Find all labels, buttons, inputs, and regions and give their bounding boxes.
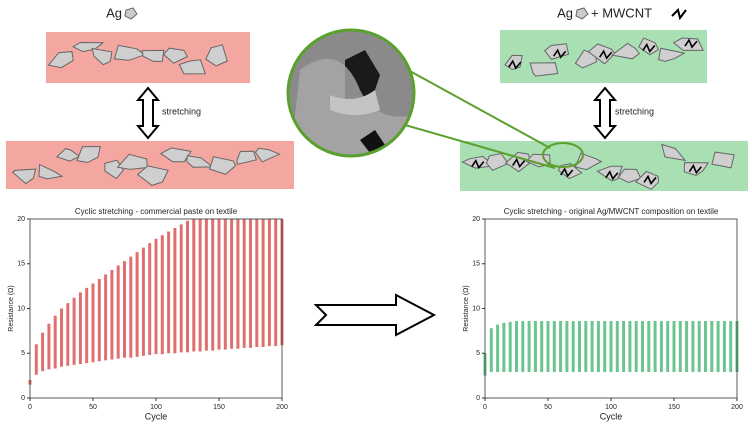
flake (91, 47, 113, 66)
y-tick-label: 10 (472, 305, 480, 312)
x-tick-label: 50 (89, 404, 97, 411)
icon (575, 7, 589, 20)
flake (38, 163, 64, 180)
nanotube (512, 157, 526, 169)
flake (683, 162, 710, 177)
flake (116, 153, 148, 170)
flake (672, 37, 704, 51)
nanotube (643, 174, 657, 185)
x-tick-label: 50 (544, 404, 552, 411)
nanotube (598, 49, 613, 60)
y-tick-label: 5 (476, 350, 480, 357)
flake (47, 51, 74, 69)
label: stretching (162, 106, 201, 116)
flake (208, 156, 237, 175)
x-axis-label: Cycle (145, 411, 168, 421)
flake (485, 152, 509, 171)
y-tick-label: 20 (17, 216, 25, 223)
flake (658, 47, 686, 62)
x-axis-label: Cycle (600, 411, 623, 421)
icon (671, 8, 687, 21)
arrows (135, 86, 618, 337)
x-tick-label: 200 (276, 404, 288, 411)
flake (55, 148, 81, 162)
flake (617, 168, 642, 184)
y-tick-label: 15 (17, 261, 25, 268)
flake (104, 159, 125, 180)
flake (661, 143, 687, 162)
chart-title: Cyclic stretching - original Ag/MWCNT co… (504, 207, 719, 216)
nanotube (605, 170, 619, 181)
label: stretching (615, 106, 654, 116)
nanotube (684, 38, 698, 49)
inset-border (286, 28, 416, 158)
x-tick-label: 150 (213, 404, 225, 411)
flake (236, 150, 258, 165)
flake (136, 165, 169, 186)
label: Ag (106, 5, 122, 20)
flake (186, 155, 214, 168)
flake (178, 59, 206, 75)
zoom-lines (404, 69, 584, 169)
flake (72, 41, 105, 53)
nanotube (642, 42, 656, 54)
y-tick-label: 20 (472, 216, 480, 223)
y-tick-label: 5 (21, 350, 25, 357)
x-tick-label: 100 (150, 404, 162, 411)
nanotube (552, 48, 567, 59)
chart-title: Cyclic stretching - commercial paste on … (75, 207, 238, 216)
chart: Cyclic stretching - original Ag/MWCNT co… (463, 207, 743, 421)
y-tick-label: 0 (476, 395, 480, 402)
y-tick-label: 10 (17, 305, 25, 312)
x-tick-label: 150 (668, 404, 680, 411)
flake (529, 62, 559, 77)
y-tick-label: 15 (472, 261, 480, 268)
chart: Cyclic stretching - commercial paste on … (8, 207, 288, 421)
flake (76, 145, 101, 163)
x-tick-label: 100 (605, 404, 617, 411)
y-tick-label: 0 (21, 395, 25, 402)
flake (711, 151, 735, 169)
flake (634, 170, 660, 190)
flake (205, 44, 228, 67)
nanotube (560, 167, 574, 178)
flakes (11, 37, 735, 190)
flake (113, 44, 146, 61)
flake (638, 37, 660, 56)
flake (162, 47, 189, 64)
nanotube (688, 164, 702, 175)
y-axis-label: Resistance (Ω) (463, 285, 470, 331)
flake (610, 42, 640, 60)
nanotube (508, 59, 522, 70)
y-axis-label: Resistance (Ω) (8, 285, 15, 331)
flake (141, 49, 165, 62)
label: Ag (557, 5, 573, 20)
flake (159, 147, 192, 163)
x-tick-label: 200 (731, 404, 743, 411)
nanotube (471, 158, 485, 170)
x-tick-label: 0 (28, 404, 32, 411)
label: + MWCNT (591, 5, 652, 20)
flake (254, 147, 281, 163)
micrograph (288, 30, 414, 156)
flake (11, 168, 37, 185)
icon (124, 7, 138, 20)
x-tick-label: 0 (483, 404, 487, 411)
